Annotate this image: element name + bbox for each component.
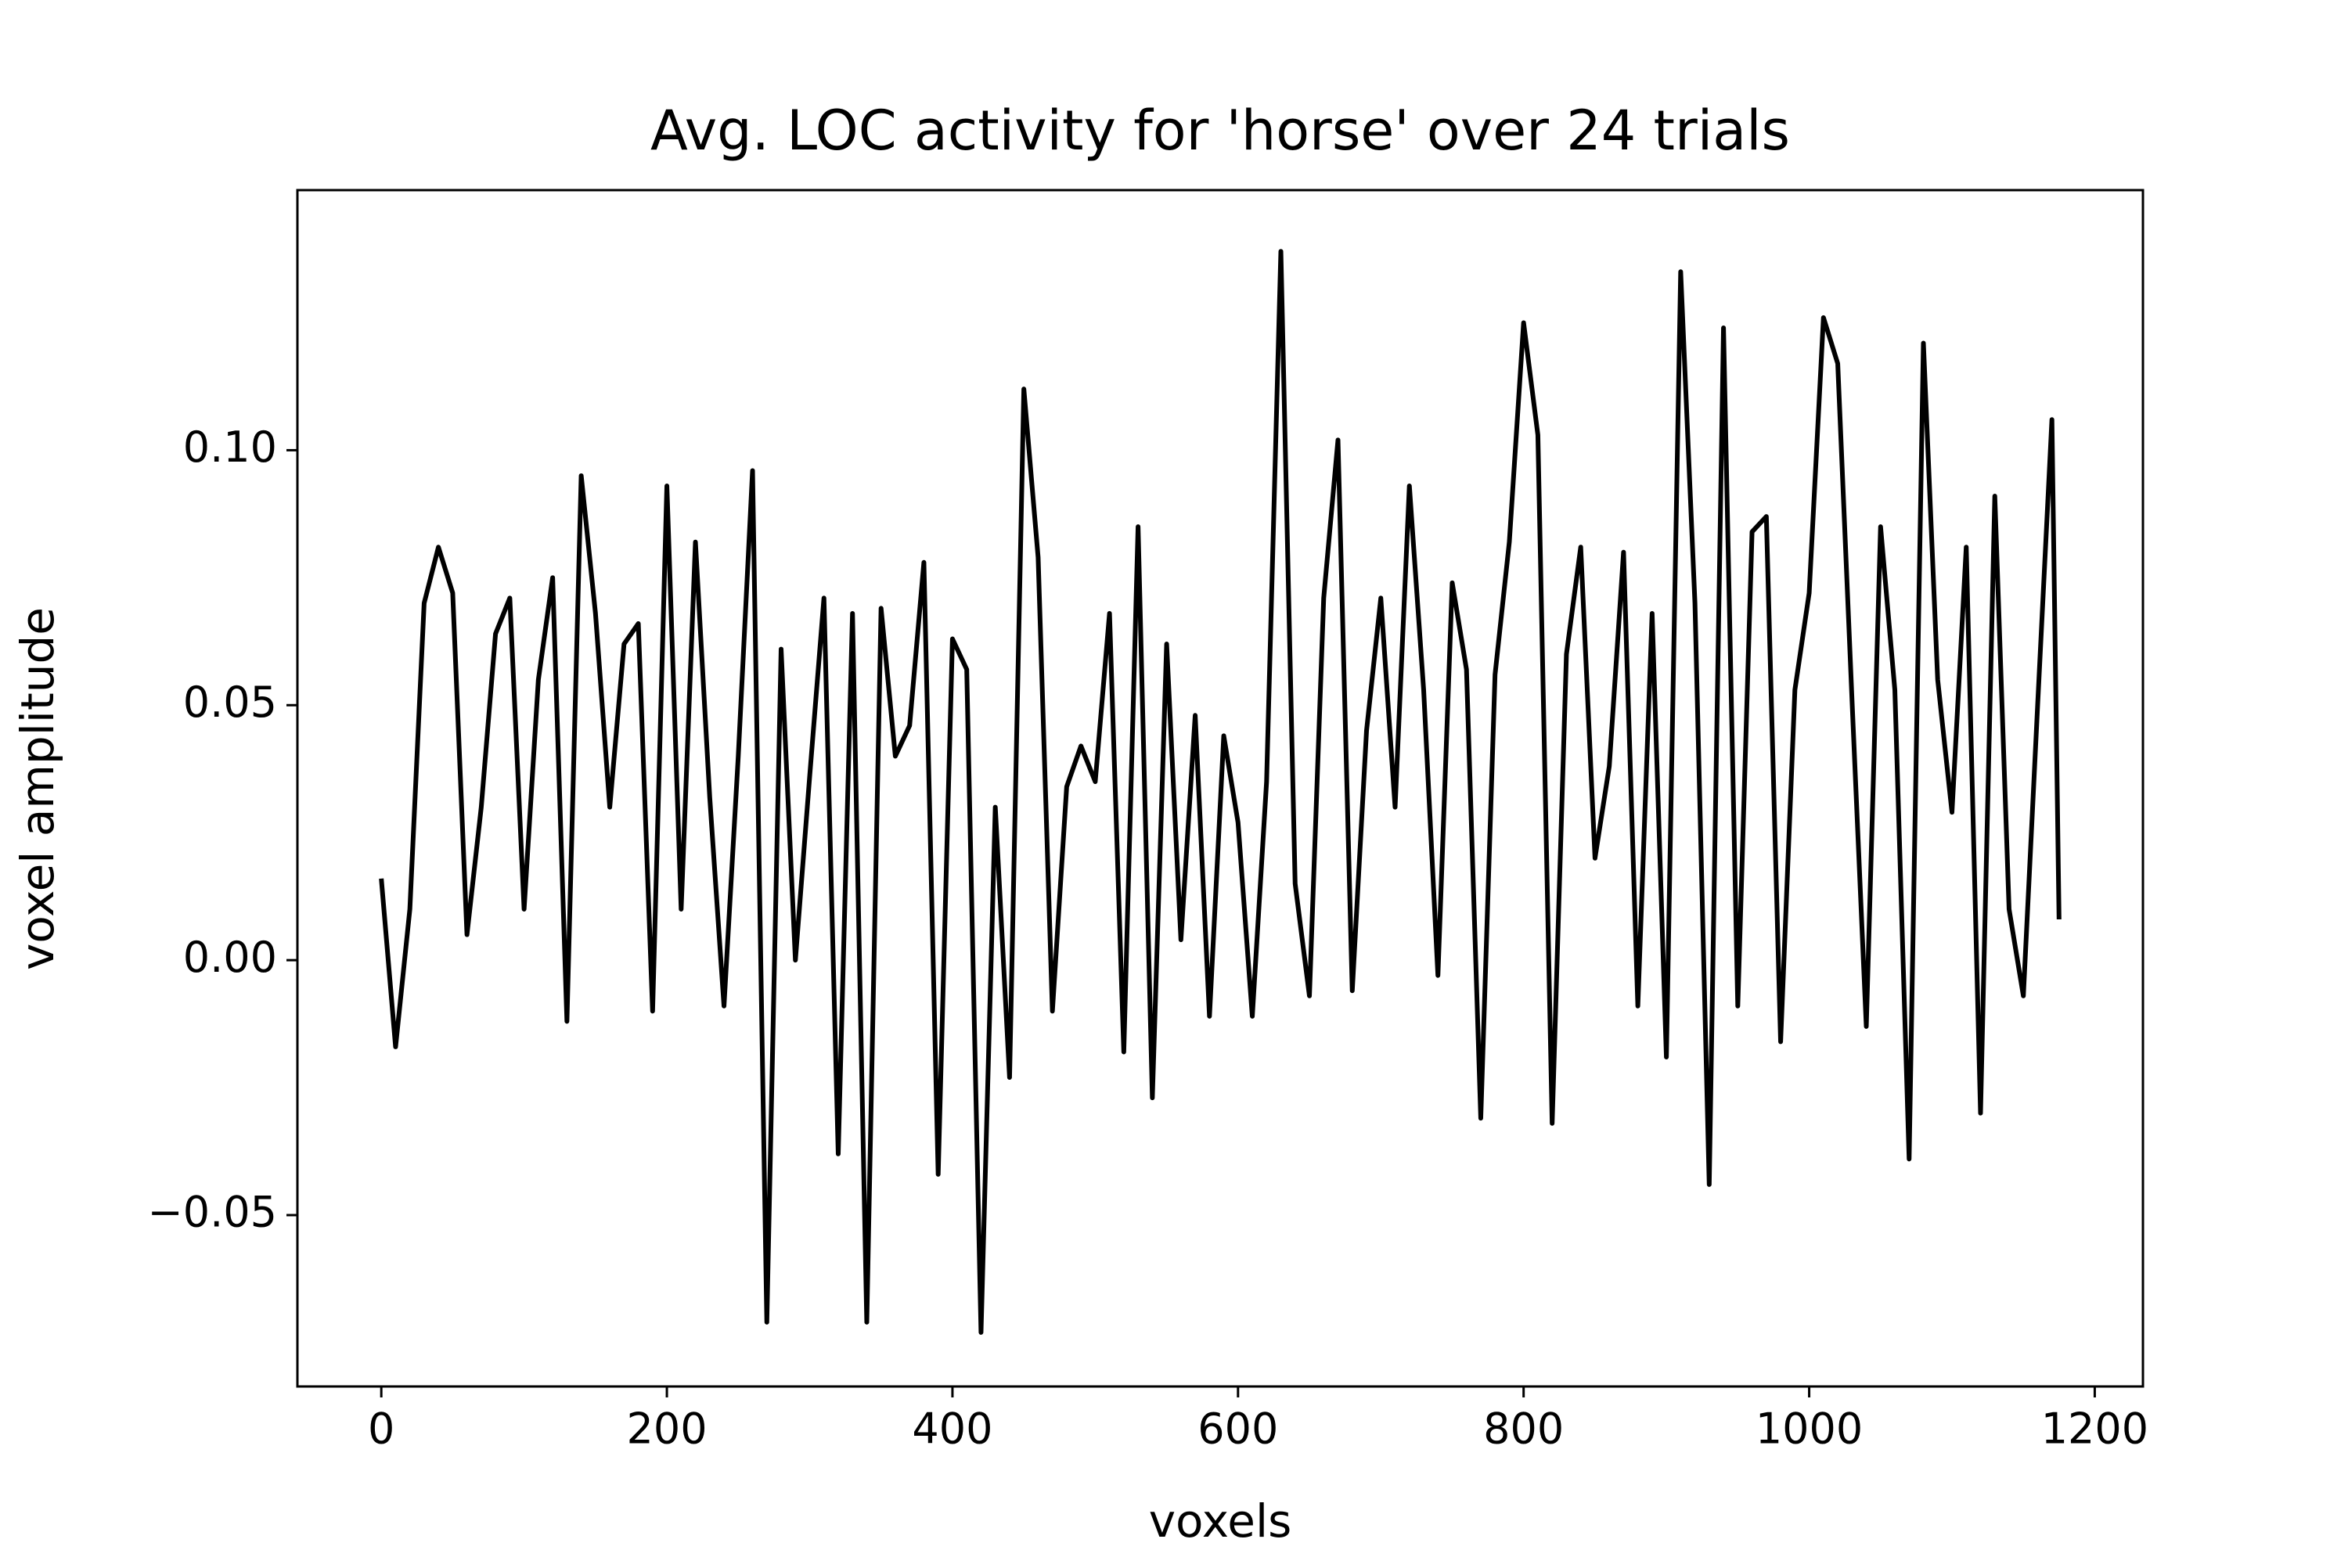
y-tick-label: −0.05 [148, 1188, 277, 1237]
data-line [379, 249, 2062, 1335]
x-tick-label: 400 [912, 1404, 992, 1454]
x-tick-label: 200 [627, 1404, 708, 1454]
y-tick-label: 0.05 [183, 678, 277, 727]
x-tick-label: 1000 [1756, 1404, 1863, 1454]
plot-frame [296, 189, 2145, 1388]
y-axis-label: voxel amplitude [11, 607, 64, 970]
y-tick-label: 0.10 [183, 423, 277, 472]
x-tick-label: 600 [1197, 1404, 1278, 1454]
x-axis-label: voxels [1149, 1494, 1292, 1548]
x-tick-label: 0 [368, 1404, 394, 1454]
x-tick-label: 800 [1483, 1404, 1564, 1454]
chart-title: Avg. LOC activity for 'horse' over 24 tr… [650, 99, 1790, 163]
y-tick-label: 0.00 [183, 933, 277, 982]
x-tick-label: 1200 [2041, 1404, 2148, 1454]
